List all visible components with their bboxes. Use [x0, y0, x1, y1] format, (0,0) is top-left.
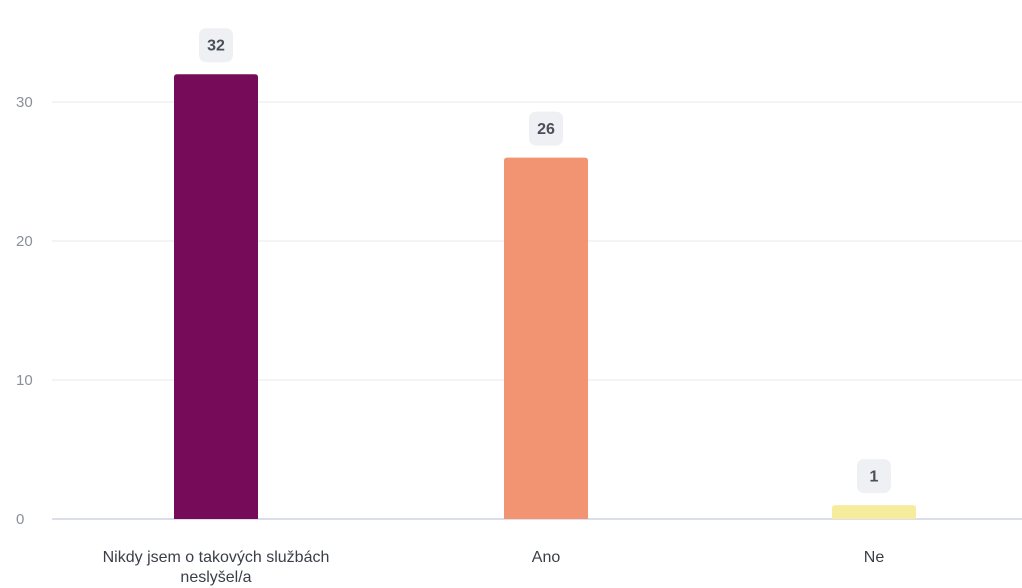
category-label: neslyšel/a	[180, 569, 251, 586]
y-tick-label: 0	[16, 511, 24, 528]
bar-2	[504, 157, 588, 519]
bars	[174, 74, 916, 519]
bar-3	[832, 505, 916, 519]
y-tick-label: 30	[16, 94, 33, 111]
data-label-box	[199, 28, 233, 63]
y-tick-label: 20	[16, 233, 33, 250]
data-label: 26	[537, 121, 555, 138]
data-labels: 32 26 1	[199, 28, 891, 494]
y-tick-label: 10	[16, 372, 33, 389]
category-label: Ne	[864, 549, 885, 566]
category-label: Ano	[532, 549, 561, 566]
data-label-box	[857, 459, 891, 494]
category-labels: Nikdy jsem o takových službách neslyšel/a…	[103, 549, 885, 586]
data-label: 32	[207, 38, 225, 55]
data-label-box	[529, 111, 563, 146]
data-label: 1	[870, 469, 879, 486]
bar-1	[174, 74, 258, 519]
category-label: Nikdy jsem o takových službách	[103, 549, 330, 566]
